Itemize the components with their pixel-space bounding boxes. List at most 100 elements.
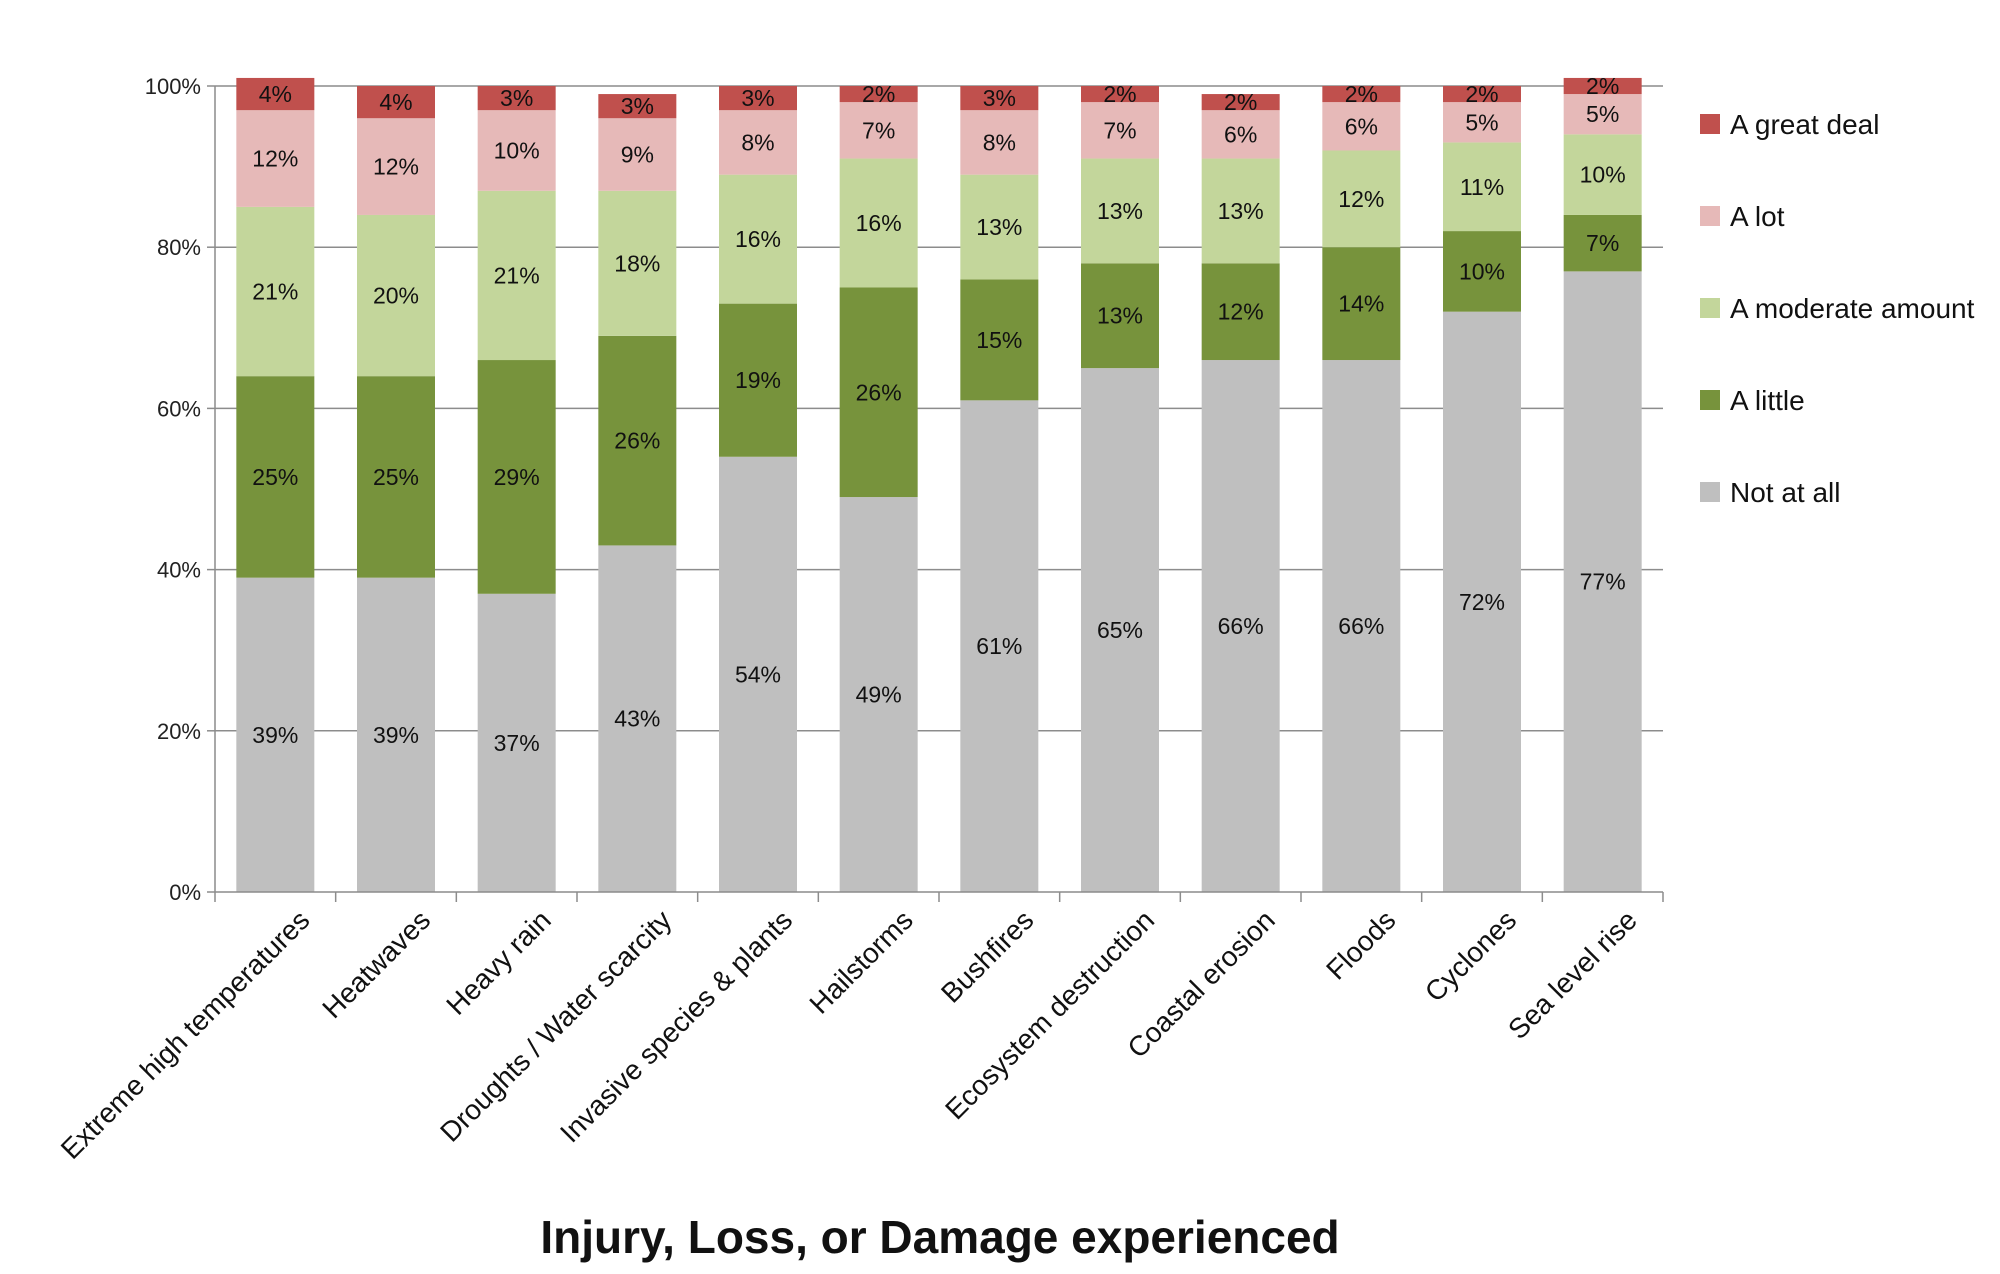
bar-segment	[1201, 94, 1280, 111]
data-label: 2%	[1465, 81, 1498, 107]
bar-segment	[357, 118, 435, 215]
bar-segment	[1201, 158, 1280, 264]
x-tick-label: Ecosystem destruction	[939, 904, 1160, 1125]
bar-segment	[236, 376, 315, 578]
legend-swatch	[1700, 390, 1720, 410]
bar-segment	[839, 86, 918, 103]
y-tick-label: 20%	[157, 719, 201, 744]
data-label: 16%	[735, 226, 781, 252]
bar-segment	[1081, 263, 1159, 369]
data-label: 66%	[1338, 613, 1384, 639]
data-label: 11%	[1460, 174, 1504, 200]
data-label: 66%	[1218, 613, 1264, 639]
bar-segment	[1322, 360, 1401, 892]
data-label: 13%	[976, 214, 1022, 240]
data-label: 77%	[1580, 569, 1626, 595]
bar-segment	[1201, 360, 1280, 892]
data-label: 8%	[983, 129, 1016, 155]
bar-segment	[1081, 86, 1159, 103]
bar-segment	[598, 118, 677, 191]
bar-segment	[598, 190, 677, 336]
y-tick-label: 40%	[157, 558, 201, 583]
y-tick-label: 80%	[157, 235, 201, 260]
data-label: 4%	[379, 89, 412, 115]
legend-label: A lot	[1730, 201, 1785, 232]
x-tick-label: Hailstorms	[803, 904, 918, 1019]
bar-segment	[960, 174, 1039, 280]
bar-segment	[1563, 134, 1642, 215]
bar-segment	[1081, 102, 1159, 159]
legend-label: A great deal	[1730, 109, 1879, 140]
bars: 39% 25% 21% 12% 4% 39% 25% 20% 12% 4% 37% 29% 21% 10%…	[236, 73, 1642, 893]
bar-segment	[236, 77, 315, 111]
bar-segment	[1443, 86, 1521, 103]
data-label: 37%	[494, 730, 540, 756]
legend-label: A little	[1730, 385, 1805, 416]
bar-segment	[477, 360, 556, 594]
data-label: 54%	[735, 661, 781, 687]
data-label: 12%	[373, 154, 419, 180]
bar-segment	[960, 110, 1039, 175]
bar-segment	[719, 110, 797, 175]
bar-segment	[960, 279, 1039, 401]
data-label: 12%	[1218, 299, 1264, 325]
bar-segment	[1443, 102, 1521, 143]
data-label: 72%	[1459, 589, 1505, 615]
bar-segment	[1081, 158, 1159, 264]
data-label: 43%	[614, 706, 660, 732]
data-label: 19%	[735, 367, 781, 393]
x-axis-title: Injury, Loss, or Damage experienced	[540, 1211, 1339, 1263]
bar-segment	[960, 86, 1039, 111]
data-label: 13%	[1218, 198, 1264, 224]
data-label: 49%	[856, 682, 902, 708]
x-tick-label: Heavy rain	[440, 904, 557, 1021]
data-label: 12%	[1338, 186, 1384, 212]
bar-segment	[1201, 110, 1280, 159]
bar-segment	[236, 577, 315, 892]
bar-segment	[236, 206, 315, 377]
legend-swatch	[1700, 298, 1720, 318]
x-tick-label: Extreme high temperatures	[55, 904, 316, 1165]
bar-segment	[598, 335, 677, 546]
data-label: 10%	[1459, 258, 1505, 284]
bar-segment	[719, 174, 797, 304]
legend-swatch	[1700, 114, 1720, 134]
x-tick-label: Cyclones	[1419, 904, 1522, 1007]
data-label: 15%	[976, 327, 1022, 353]
bar-segment	[839, 158, 918, 288]
y-tick-label: 60%	[157, 396, 201, 421]
bar-segment	[1081, 368, 1159, 893]
bar-segment	[960, 400, 1039, 892]
bar-segment	[477, 190, 556, 361]
data-label: 26%	[614, 428, 660, 454]
bar-segment	[1563, 214, 1642, 272]
legend-label: A moderate amount	[1730, 293, 1975, 324]
bar-segment	[1563, 94, 1642, 135]
bar-segment	[357, 86, 435, 119]
data-label: 39%	[373, 722, 419, 748]
bar-segment	[1443, 311, 1521, 892]
bar-segment	[1322, 247, 1401, 361]
bar-segment	[1322, 102, 1401, 151]
data-label: 2%	[1103, 81, 1136, 107]
bar-segment	[719, 86, 797, 111]
data-label: 65%	[1097, 617, 1143, 643]
bar-segment	[477, 593, 556, 892]
data-label: 13%	[1097, 198, 1143, 224]
data-label: 8%	[741, 129, 774, 155]
data-label: 13%	[1097, 303, 1143, 329]
bar-segment	[839, 102, 918, 159]
data-label: 10%	[1580, 162, 1626, 188]
data-label: 2%	[1586, 73, 1619, 99]
data-label: 25%	[373, 464, 419, 490]
data-label: 5%	[1586, 101, 1619, 127]
y-tick-label: 100%	[145, 74, 201, 99]
x-tick-label: Bushfires	[935, 904, 1039, 1008]
data-label: 6%	[1224, 121, 1257, 147]
bar-segment	[839, 287, 918, 498]
gridlines	[215, 85, 1663, 732]
bar-segment	[1443, 231, 1521, 312]
data-label: 12%	[252, 146, 298, 172]
data-label: 26%	[856, 379, 902, 405]
